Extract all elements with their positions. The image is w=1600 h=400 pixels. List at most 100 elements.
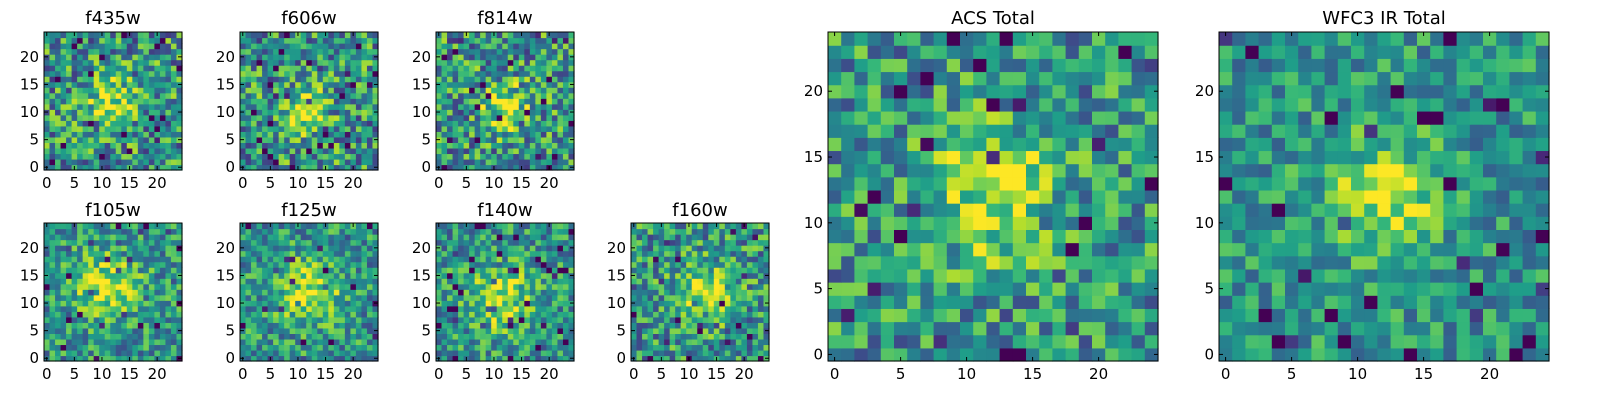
heatmap-cell bbox=[463, 158, 470, 166]
heatmap-cell bbox=[372, 239, 379, 246]
heatmap-cell bbox=[675, 283, 682, 290]
heatmap-cell bbox=[366, 333, 374, 340]
heatmap-cell bbox=[159, 322, 167, 329]
heatmap-cell bbox=[115, 267, 122, 274]
heatmap-cell bbox=[176, 131, 183, 138]
heatmap-cell bbox=[306, 98, 313, 105]
heatmap-cell bbox=[159, 305, 167, 312]
heatmap-cell bbox=[317, 300, 324, 307]
heatmap-cell bbox=[251, 250, 258, 257]
heatmap-cell bbox=[518, 250, 525, 257]
heatmap-cell bbox=[322, 76, 329, 83]
heatmap-cell bbox=[540, 131, 547, 138]
heatmap-cell bbox=[507, 54, 514, 61]
heatmap-cell bbox=[49, 87, 56, 94]
heatmap-cell bbox=[284, 245, 291, 252]
heatmap-cell bbox=[529, 355, 536, 362]
heatmap-cell bbox=[763, 311, 770, 318]
heatmap-cell bbox=[880, 216, 895, 230]
heatmap-cell bbox=[480, 147, 487, 155]
heatmap-cell bbox=[557, 48, 564, 55]
heatmap-cell bbox=[730, 344, 737, 351]
heatmap-cell bbox=[339, 267, 346, 274]
heatmap-cell bbox=[513, 322, 520, 329]
heatmap-cell bbox=[562, 142, 570, 149]
heatmap-cell bbox=[999, 255, 1014, 270]
heatmap-cell bbox=[339, 32, 346, 39]
heatmap-cell bbox=[300, 316, 307, 323]
heatmap-cell bbox=[535, 239, 542, 246]
heatmap-cell bbox=[256, 109, 263, 116]
heatmap-cell bbox=[513, 239, 520, 246]
heatmap-cell bbox=[653, 294, 660, 301]
heatmap-cell bbox=[262, 338, 269, 346]
heatmap-cell bbox=[691, 261, 698, 268]
heatmap-cell bbox=[551, 54, 559, 61]
heatmap-cell bbox=[60, 37, 67, 44]
heatmap-cell bbox=[126, 228, 133, 235]
heatmap-cell bbox=[355, 131, 363, 138]
heatmap-cell bbox=[658, 333, 665, 340]
heatmap-cell bbox=[518, 98, 525, 105]
heatmap-cell bbox=[137, 59, 144, 66]
heatmap-cell bbox=[551, 289, 559, 296]
heatmap-cell bbox=[735, 261, 742, 268]
heatmap-cell bbox=[121, 234, 128, 241]
y-tick-label: 10 bbox=[412, 294, 431, 312]
heatmap-cell bbox=[60, 267, 67, 274]
heatmap-cell bbox=[1118, 176, 1133, 191]
heatmap-cell bbox=[88, 223, 95, 230]
heatmap-cell bbox=[507, 294, 514, 301]
heatmap-cell bbox=[647, 305, 654, 312]
heatmap-cell bbox=[491, 283, 498, 290]
heatmap-cell bbox=[300, 338, 307, 346]
heatmap-cell bbox=[262, 278, 269, 285]
heatmap-cell bbox=[60, 164, 67, 171]
heatmap-cell bbox=[540, 37, 547, 44]
heatmap-cell bbox=[88, 59, 95, 66]
heatmap-cell bbox=[757, 256, 765, 263]
heatmap-cell bbox=[328, 142, 335, 149]
heatmap-cell bbox=[441, 76, 448, 83]
heatmap-cell bbox=[540, 59, 547, 66]
heatmap-cell bbox=[653, 300, 660, 307]
heatmap-cell bbox=[165, 32, 172, 39]
heatmap-cell bbox=[702, 333, 709, 340]
heatmap-cell bbox=[49, 311, 56, 318]
heatmap-cell bbox=[686, 322, 693, 329]
heatmap-cell bbox=[485, 70, 492, 77]
heatmap-cell bbox=[474, 92, 481, 99]
heatmap-cell bbox=[463, 267, 470, 274]
heatmap-cell bbox=[854, 216, 869, 230]
heatmap-cell bbox=[256, 65, 263, 72]
heatmap-cell bbox=[463, 48, 470, 55]
heatmap-cell bbox=[746, 322, 754, 329]
heatmap-cell bbox=[322, 87, 329, 94]
heatmap-cell bbox=[447, 239, 454, 246]
heatmap-cell bbox=[551, 278, 559, 285]
heatmap-cell bbox=[262, 300, 269, 307]
heatmap-cell bbox=[328, 37, 335, 44]
heatmap-cell bbox=[463, 92, 470, 99]
heatmap-cell bbox=[366, 125, 374, 132]
heatmap-cell bbox=[920, 176, 935, 191]
heatmap-cell bbox=[159, 87, 167, 94]
heatmap-cell bbox=[132, 164, 139, 171]
heatmap-cell bbox=[322, 239, 329, 246]
heatmap-cell bbox=[513, 103, 520, 110]
heatmap-cell bbox=[300, 87, 307, 94]
heatmap-cell bbox=[350, 239, 357, 246]
heatmap-cell bbox=[317, 103, 324, 110]
heatmap-cell bbox=[658, 267, 665, 274]
heatmap-cell bbox=[88, 153, 95, 160]
heatmap-cell bbox=[463, 54, 470, 61]
heatmap-cell bbox=[458, 311, 465, 318]
x-tick-label: 5 bbox=[266, 174, 276, 192]
heatmap-cell bbox=[664, 289, 671, 296]
heatmap-cell bbox=[99, 92, 106, 99]
heatmap-cell bbox=[735, 349, 742, 357]
heatmap-cell bbox=[524, 316, 531, 323]
heatmap-cell bbox=[350, 289, 357, 296]
heatmap-cell bbox=[333, 158, 340, 166]
heatmap-cell bbox=[372, 125, 379, 132]
